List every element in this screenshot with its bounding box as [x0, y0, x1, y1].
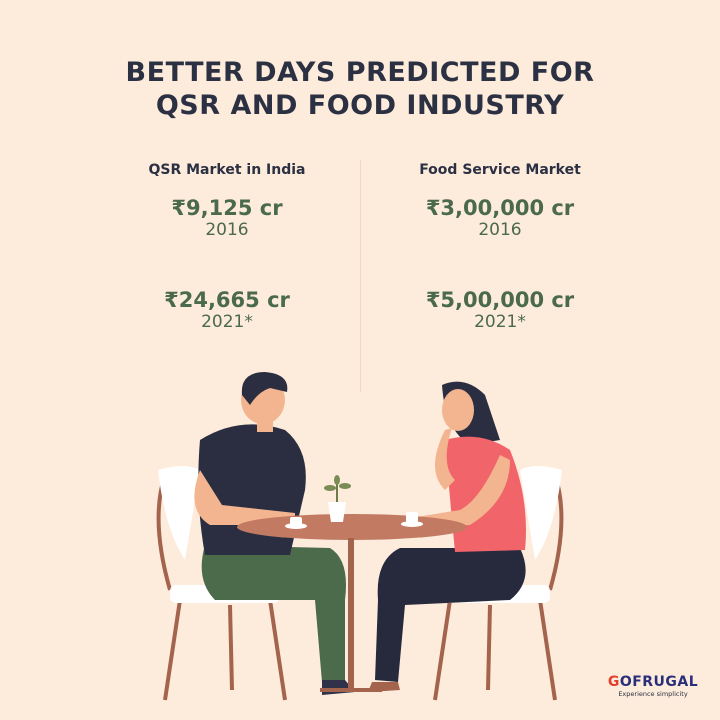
food-service-column: Food Service Market ₹3,00,000 cr 2016 ₹5…: [380, 162, 620, 332]
stat-value: ₹5,00,000 cr: [425, 288, 575, 312]
title-line-2: QSR AND FOOD INDUSTRY: [155, 90, 565, 121]
qsr-market-column: QSR Market in India ₹9,125 cr 2016 ₹24,6…: [107, 162, 347, 332]
coffee-cups: [285, 512, 423, 529]
title-line-1: BETTER DAYS PREDICTED FOR: [125, 57, 595, 88]
left-chair-back: [158, 466, 200, 560]
stat-year: 2016: [205, 220, 249, 240]
gofrugal-logo: GOFRUGAL Experience simplicity: [598, 674, 708, 698]
brand-tagline: Experience simplicity: [618, 690, 688, 698]
stat-year: 2021*: [474, 312, 526, 332]
right-chair-back: [520, 466, 562, 560]
plant-pot: [324, 475, 351, 522]
brand-name: GOFRUGAL: [607, 674, 699, 690]
stat-value: ₹9,125 cr: [171, 196, 283, 220]
stat-2016: ₹9,125 cr 2016: [107, 196, 347, 240]
page-title: BETTER DAYS PREDICTED FOR QSR AND FOOD I…: [0, 56, 720, 122]
stat-year: 2016: [478, 220, 522, 240]
column-label: Food Service Market: [419, 162, 581, 178]
stat-value: ₹3,00,000 cr: [425, 196, 575, 220]
stat-2021: ₹24,665 cr 2021*: [107, 288, 347, 332]
couple-at-cafe-illustration: [156, 372, 564, 701]
woman-figure: [368, 381, 526, 692]
stat-value: ₹24,665 cr: [164, 288, 290, 312]
stat-2021: ₹5,00,000 cr 2021*: [380, 288, 620, 332]
stat-year: 2021*: [201, 312, 253, 332]
stat-2016: ₹3,00,000 cr 2016: [380, 196, 620, 240]
column-divider: [360, 160, 361, 392]
column-label: QSR Market in India: [148, 162, 306, 178]
